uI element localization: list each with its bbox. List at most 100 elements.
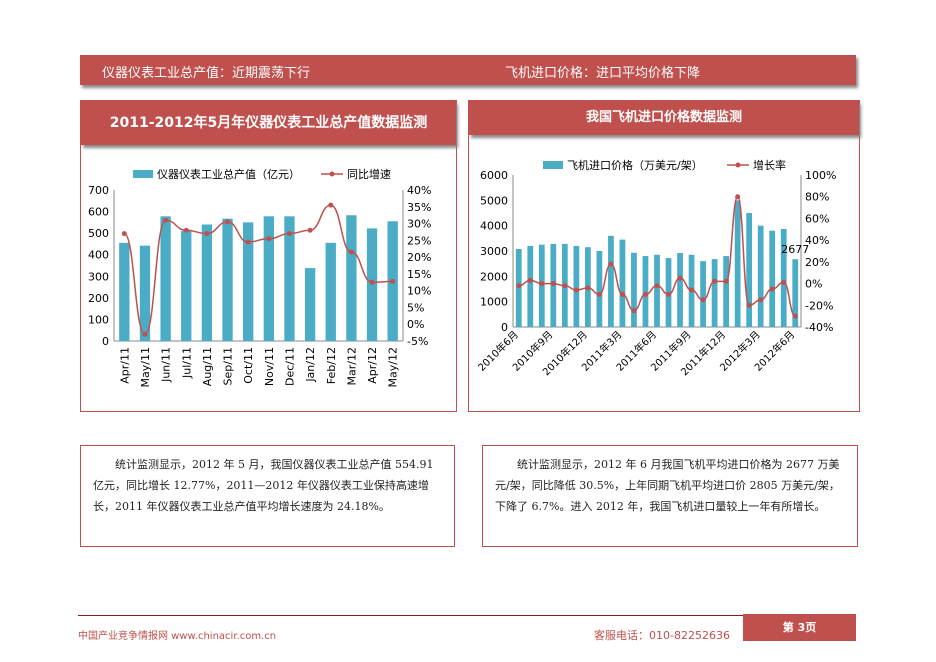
left-chart-panel: 2011-2012年5月年仪器仪表工业总产值数据监测 0 100 200 300 400… bbox=[80, 100, 457, 412]
bar bbox=[792, 259, 799, 327]
bar bbox=[746, 213, 753, 327]
growth-point bbox=[746, 302, 752, 308]
y-right-tick-label: 60% bbox=[805, 212, 829, 225]
growth-point bbox=[596, 291, 602, 297]
growth-point bbox=[608, 261, 614, 267]
legend-line-label: 增长率 bbox=[753, 158, 786, 172]
y-right-tick-label: 0% bbox=[805, 278, 822, 291]
growth-point bbox=[225, 219, 231, 225]
y-left-tick-label: 6000 bbox=[480, 169, 508, 182]
y-left-tick-label: 700 bbox=[88, 184, 109, 197]
bar bbox=[711, 259, 718, 327]
bar bbox=[700, 261, 706, 327]
growth-point bbox=[286, 231, 292, 237]
bar bbox=[631, 252, 637, 327]
y-left-tick-label: 2000 bbox=[480, 270, 508, 283]
bar bbox=[654, 254, 660, 327]
bar bbox=[608, 235, 614, 327]
bar bbox=[160, 216, 171, 341]
y-right-tick-label: 80% bbox=[805, 191, 829, 204]
x-tick-label: Feb/12 bbox=[325, 347, 338, 384]
x-tick-label: Oct/11 bbox=[242, 347, 255, 384]
x-tick-label: Jun/11 bbox=[160, 347, 173, 383]
x-tick-label: Mar/12 bbox=[345, 347, 358, 385]
y-right-tick-label: -20% bbox=[805, 299, 833, 312]
growth-point bbox=[369, 279, 375, 285]
growth-point bbox=[769, 286, 775, 292]
left-summary-text: 统计监测显示，2012 年 5 月，我国仪器仪表工业总产值 554.91 亿元，… bbox=[80, 445, 455, 547]
x-tick-label: Aug/11 bbox=[201, 347, 214, 386]
legend-bar-swatch bbox=[133, 170, 153, 178]
footer-divider bbox=[78, 615, 743, 616]
growth-point bbox=[266, 236, 272, 242]
legend-bar-swatch bbox=[543, 161, 563, 169]
right-chart-title: 我国飞机进口价格数据监测 bbox=[469, 101, 859, 135]
growth-point bbox=[654, 283, 660, 289]
y-right-tick-label: 35% bbox=[407, 201, 431, 214]
growth-point bbox=[328, 202, 334, 208]
footer-phone: 客服电话：010-82252636 bbox=[594, 629, 730, 642]
y-right-tick-label: 20% bbox=[407, 251, 431, 264]
legend-line-marker bbox=[735, 162, 741, 168]
bar bbox=[139, 245, 151, 341]
x-tick-label: Jul/11 bbox=[180, 347, 193, 379]
bar bbox=[527, 245, 534, 327]
bar bbox=[642, 256, 649, 327]
growth-point bbox=[573, 287, 579, 293]
bar bbox=[723, 256, 729, 327]
growth-point bbox=[550, 281, 556, 287]
growth-point bbox=[631, 308, 637, 314]
growth-point bbox=[163, 217, 169, 223]
y-left-tick-label: 400 bbox=[88, 249, 109, 262]
growth-point bbox=[689, 287, 695, 293]
bar bbox=[181, 230, 192, 341]
y-left-tick-label: 1000 bbox=[480, 296, 508, 309]
y-left-tick-label: 200 bbox=[88, 292, 109, 305]
growth-point bbox=[390, 278, 396, 284]
footer-site: 中国产业竞争情报网 www.chinacir.com.cn bbox=[78, 631, 277, 642]
y-right-tick-label: 25% bbox=[407, 234, 431, 247]
y-right-tick-label: 10% bbox=[407, 285, 431, 298]
aircraft-import-price-chart: 0 1000 2000 3000 4000 5000 6000 -40% -20% 0% 20% 40… bbox=[475, 158, 836, 378]
instrument-output-chart: 0 100 200 300 400 500 600 700 -5% 0% 5% 10% 15% 20% 25… bbox=[88, 167, 431, 387]
growth-point bbox=[348, 249, 354, 255]
legend-line-label: 同比增速 bbox=[347, 167, 391, 181]
y-right-tick-label: 5% bbox=[407, 301, 424, 314]
growth-point bbox=[712, 278, 718, 284]
growth-point bbox=[245, 239, 251, 245]
growth-point bbox=[758, 297, 764, 303]
y-left-tick-label: 0 bbox=[102, 335, 109, 348]
y-left-tick-label: 0 bbox=[501, 321, 508, 334]
growth-point bbox=[142, 331, 148, 337]
bar bbox=[243, 222, 254, 341]
legend-bar-label: 仪器仪表工业总产值（亿元） bbox=[157, 167, 300, 181]
page-number: 第 3页 bbox=[743, 614, 856, 641]
growth-point bbox=[735, 194, 741, 200]
bar bbox=[573, 245, 580, 327]
bar bbox=[325, 242, 336, 341]
y-right-tick-label: 40% bbox=[407, 184, 431, 197]
y-right-tick-label: 30% bbox=[407, 218, 431, 231]
y-right-tick-label: 15% bbox=[407, 268, 431, 281]
y-left-tick-label: 100 bbox=[88, 313, 109, 326]
x-tick-label: Dec/11 bbox=[283, 347, 296, 386]
bar bbox=[757, 225, 764, 327]
bar bbox=[304, 268, 316, 341]
bar bbox=[734, 200, 741, 327]
growth-point bbox=[585, 285, 591, 291]
growth-point bbox=[516, 283, 522, 289]
growth-point bbox=[792, 313, 798, 319]
data-label: 2677 bbox=[781, 243, 809, 256]
bar bbox=[222, 218, 233, 341]
bar bbox=[201, 224, 213, 341]
growth-point bbox=[121, 231, 127, 237]
bar bbox=[346, 215, 357, 341]
x-tick-label: May/12 bbox=[387, 347, 400, 387]
x-tick-label: Jan/12 bbox=[304, 347, 317, 383]
section-header-bar: 仪器仪表工业总产值：近期震荡下行 飞机进口价格：进口平均价格下降 bbox=[80, 55, 856, 85]
y-right-tick-label: 40% bbox=[805, 234, 829, 247]
left-chart-title: 2011-2012年5月年仪器仪表工业总产值数据监测 bbox=[81, 101, 456, 145]
growth-point bbox=[619, 291, 625, 297]
growth-point bbox=[781, 279, 787, 285]
bar bbox=[263, 216, 274, 341]
